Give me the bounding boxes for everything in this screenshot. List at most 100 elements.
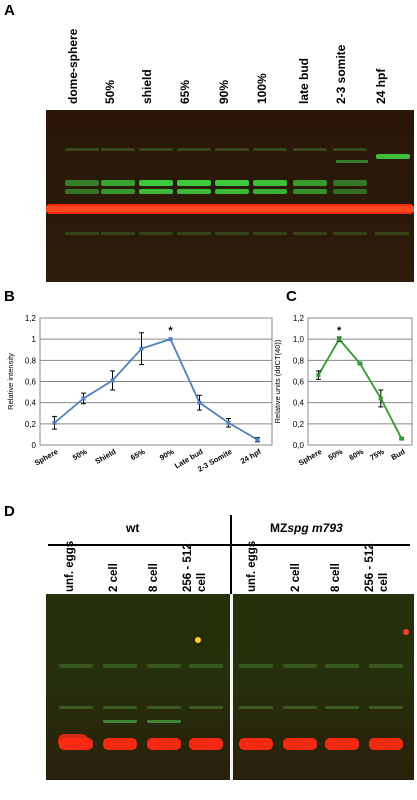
x-tick-label: 24 hpf	[239, 447, 263, 466]
group-label-mz: MZspg m793	[270, 521, 343, 535]
green-band	[101, 180, 135, 186]
faint-band	[65, 148, 99, 151]
y-tick-label: 0,6	[25, 378, 37, 387]
chart-relative-intensity: 0 0,2 0,4 0,6 0,8 1 1,2 Relative intensity Spher…	[6, 314, 273, 474]
lane-label: 2-3 somite	[334, 44, 348, 104]
y-tick-label: 0	[32, 441, 37, 450]
significance-annotation: *	[337, 325, 342, 337]
faint-band	[139, 232, 173, 235]
lane-label: 8 cell	[148, 563, 160, 592]
faint-band	[325, 664, 359, 668]
faint-band	[177, 232, 211, 235]
faint-band	[103, 664, 137, 668]
red-band	[239, 738, 273, 750]
lane-label: shield	[140, 69, 154, 104]
green-band	[103, 720, 137, 723]
red-band	[58, 734, 88, 748]
lane-label: 256 - 512	[182, 543, 194, 592]
lane-label: unf. eggs	[64, 540, 76, 592]
y-tick-label: 0,0	[293, 441, 305, 450]
red-band	[147, 738, 181, 750]
green-band-24hpf	[376, 154, 410, 159]
y-tick-label: 0,6	[293, 378, 305, 387]
lane-label: 256 - 512	[364, 543, 376, 592]
red-band	[325, 738, 359, 750]
data-point	[337, 337, 342, 342]
lane-label: unf. eggs	[246, 540, 258, 592]
green-band	[253, 180, 287, 186]
panel-d-label: D	[4, 503, 15, 520]
lane-label: late bud	[297, 57, 311, 104]
faint-band	[325, 706, 359, 709]
data-point	[52, 420, 57, 425]
faint-band	[283, 664, 317, 668]
lane-label: dome-sphere	[66, 28, 80, 104]
y-tick-label: 0,2	[293, 420, 305, 429]
red-band	[46, 206, 414, 212]
panel-c-label: C	[286, 288, 297, 305]
x-tick-label: 65%	[129, 447, 147, 462]
green-band	[293, 180, 327, 186]
y-axis-label: Relative intensity	[6, 353, 15, 410]
green-band	[215, 180, 249, 186]
green-band	[293, 189, 327, 194]
y-tick-label: 1,2	[293, 314, 305, 323]
faint-band	[369, 706, 403, 709]
faint-band	[239, 664, 273, 668]
faint-band	[65, 232, 99, 235]
faint-band	[253, 232, 287, 235]
green-band	[139, 180, 173, 186]
header-line	[48, 544, 410, 546]
faint-band	[147, 706, 181, 709]
data-point	[168, 337, 173, 342]
faint-band	[283, 706, 317, 709]
faint-band	[59, 664, 93, 668]
series-line	[53, 338, 258, 441]
y-tick-label: 1,2	[25, 314, 37, 323]
x-tick-label: Sphere	[297, 447, 324, 468]
faint-band	[101, 148, 135, 151]
data-point	[358, 361, 362, 366]
y-tick-label: 1,0	[293, 335, 305, 344]
faint-band	[147, 664, 181, 668]
green-band	[253, 189, 287, 194]
faint-band	[139, 148, 173, 151]
data-point	[226, 420, 231, 425]
faint-band	[333, 148, 367, 151]
green-band	[65, 189, 99, 194]
data-point	[255, 437, 260, 442]
group-divider-line	[230, 515, 232, 595]
speck	[403, 629, 409, 635]
x-tick-label: 60%	[347, 447, 365, 462]
red-band	[103, 738, 137, 750]
x-tick-label: 50%	[327, 447, 345, 462]
western-blot-d	[46, 594, 414, 780]
x-tick-label: 75%	[368, 447, 386, 462]
lane-label: 50%	[103, 79, 117, 104]
green-band	[177, 189, 211, 194]
panel-b-label: B	[4, 288, 15, 305]
x-tick-label: 50%	[71, 447, 89, 462]
faint-band	[189, 664, 223, 668]
faint-band	[293, 148, 327, 151]
green-band	[177, 180, 211, 186]
y-tick-label: 0,8	[25, 356, 37, 365]
green-band	[147, 720, 181, 723]
significance-annotation: *	[168, 325, 173, 337]
lane-label: 90%	[217, 79, 231, 104]
y-tick-label: 0,4	[293, 399, 305, 408]
group-label-wt: wt	[126, 521, 140, 535]
y-tick-label: 0,8	[293, 356, 305, 365]
data-point	[110, 378, 115, 383]
chart-relative-units: 0,0 0,2 0,4 0,6 0,8 1,0 1,2 Relative units (ddC…	[273, 314, 413, 468]
faint-band	[177, 148, 211, 151]
green-band	[333, 180, 367, 186]
faint-band	[59, 706, 93, 709]
lane-label: cell	[378, 572, 390, 592]
red-band	[189, 738, 223, 750]
faint-band	[103, 706, 137, 709]
red-band	[369, 738, 403, 750]
faint-band	[215, 232, 249, 235]
lane-label: 65%	[178, 79, 192, 104]
faint-band	[101, 232, 135, 235]
